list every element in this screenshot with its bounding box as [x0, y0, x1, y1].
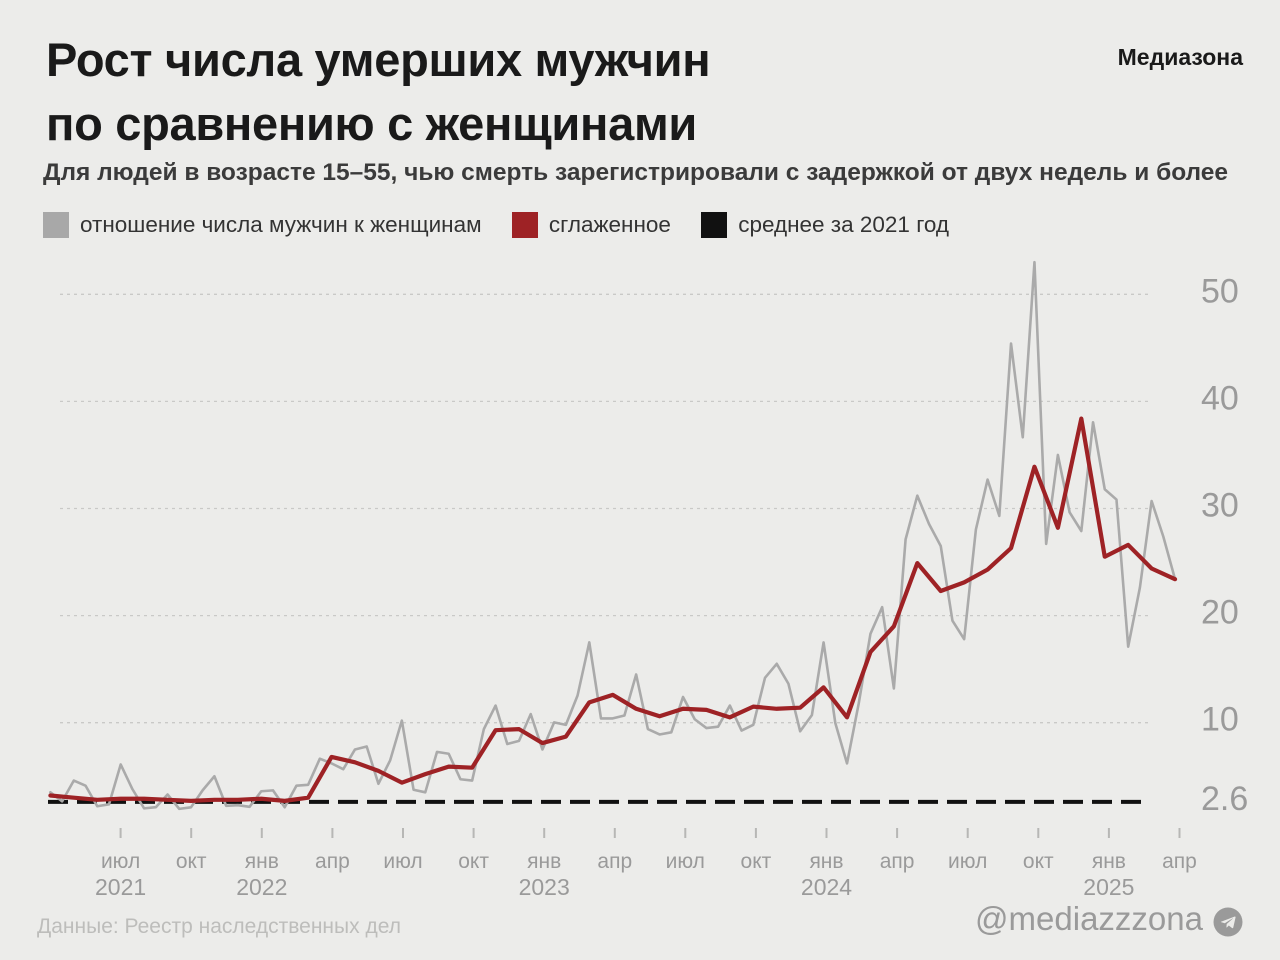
svg-text:10: 10	[1201, 701, 1239, 739]
svg-text:2.6: 2.6	[1201, 780, 1248, 818]
svg-text:30: 30	[1201, 487, 1239, 525]
svg-text:20: 20	[1201, 594, 1239, 632]
svg-text:50: 50	[1201, 272, 1239, 310]
svg-text:40: 40	[1201, 379, 1239, 417]
